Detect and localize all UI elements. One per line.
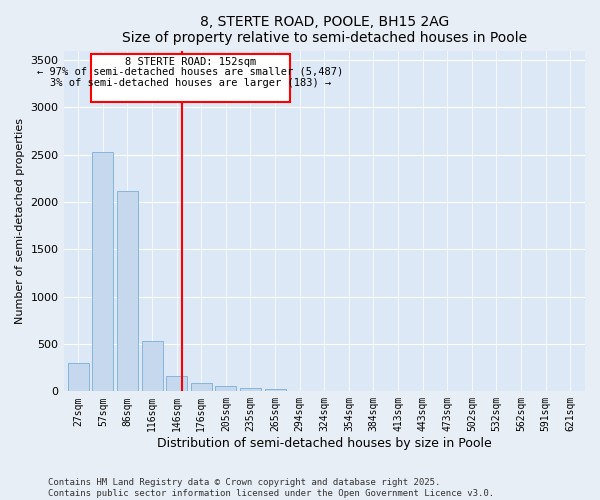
Bar: [265, 390, 286, 392]
X-axis label: Distribution of semi-detached houses by size in Poole: Distribution of semi-detached houses by …: [157, 437, 491, 450]
Bar: [215, 386, 236, 392]
Bar: [68, 363, 89, 392]
Y-axis label: Number of semi-detached properties: Number of semi-detached properties: [15, 118, 25, 324]
Text: Contains HM Land Registry data © Crown copyright and database right 2025.
Contai: Contains HM Land Registry data © Crown c…: [48, 478, 494, 498]
Bar: [142, 341, 163, 392]
Title: 8, STERTE ROAD, POOLE, BH15 2AG
Size of property relative to semi-detached house: 8, STERTE ROAD, POOLE, BH15 2AG Size of …: [122, 15, 527, 45]
Text: 3% of semi-detached houses are larger (183) →: 3% of semi-detached houses are larger (1…: [50, 78, 331, 88]
Bar: [92, 152, 113, 392]
Bar: [166, 376, 187, 392]
Text: 8 STERTE ROAD: 152sqm: 8 STERTE ROAD: 152sqm: [125, 57, 256, 67]
Bar: [191, 383, 212, 392]
Bar: [91, 54, 290, 102]
Bar: [240, 388, 261, 392]
Text: ← 97% of semi-detached houses are smaller (5,487): ← 97% of semi-detached houses are smalle…: [37, 66, 343, 76]
Bar: [117, 190, 138, 392]
